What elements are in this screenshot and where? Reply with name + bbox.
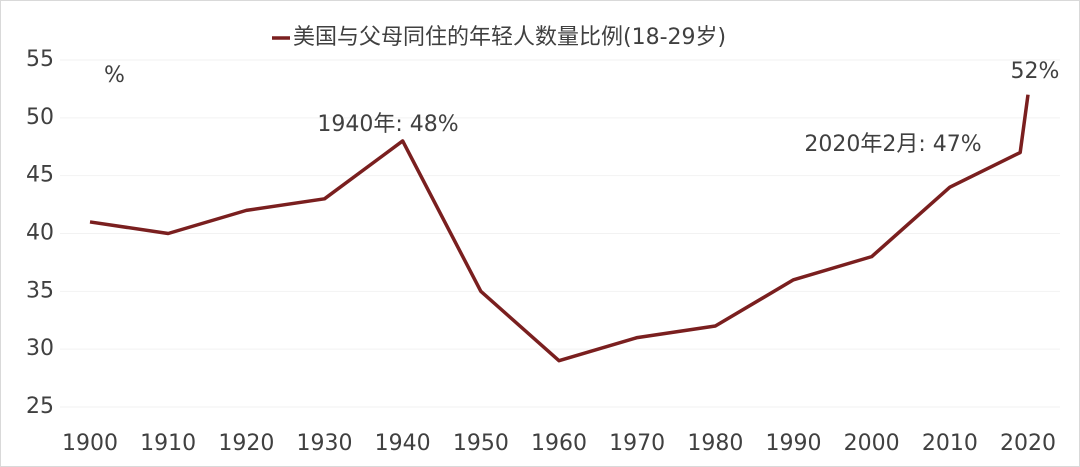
x-tick-label: 2010 [922,431,978,456]
x-tick-label: 1950 [453,431,509,456]
y-tick-label: 55 [26,47,54,72]
x-tick-label: 1990 [766,431,822,456]
y-tick-label: 25 [26,394,54,419]
x-tick-label: 1920 [218,431,274,456]
data-line [89,94,1030,363]
x-tick-label: 1980 [687,431,743,456]
y-tick-label: 45 [26,163,54,188]
x-tick-label: 1960 [531,431,587,456]
x-tick-label: 1970 [609,431,665,456]
x-tick-label: 1930 [297,431,353,456]
y-unit: % [104,63,125,88]
x-tick-label: 1900 [62,431,118,456]
y-tick-label: 40 [26,221,54,246]
legend-label: 美国与父母同住的年轻人数量比例(18-29岁) [293,25,726,50]
x-tick-label: 2020 [1000,431,1056,456]
annotation: 52% [1011,59,1060,84]
x-tick-label: 1940 [375,431,431,456]
x-tick-label: 1910 [140,431,196,456]
annotation: 1940年: 48% [317,112,458,137]
y-tick-label: 30 [26,336,54,361]
annotation: 2020年2月: 47% [804,132,981,157]
y-tick-label: 35 [26,278,54,303]
x-tick-label: 2000 [844,431,900,456]
y-tick-label: 50 [26,105,54,130]
